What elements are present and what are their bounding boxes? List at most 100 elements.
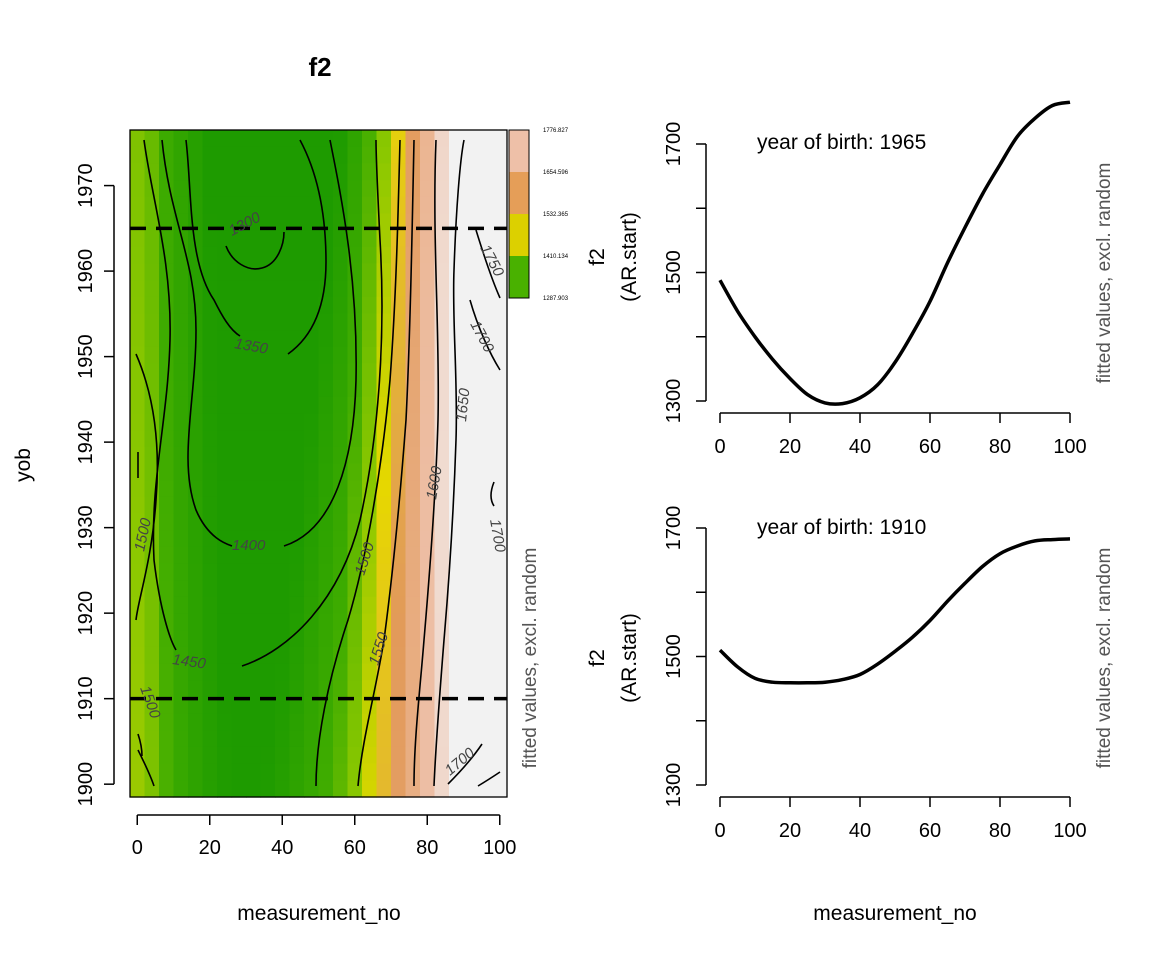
- heatmap-cells: [130, 130, 508, 798]
- heatmap-cell: [463, 280, 479, 298]
- contour-1350-right: [287, 139, 327, 355]
- heatmap-cell: [202, 346, 218, 365]
- heatmap-cell: [492, 630, 508, 648]
- heatmap-cell: [362, 263, 378, 281]
- heatmap-cell: [173, 280, 189, 298]
- heatmap-cell: [202, 680, 218, 698]
- legend-label: 1287.903: [543, 296, 569, 302]
- heatmap-cell: [449, 663, 465, 681]
- x-tick-label: 40: [271, 837, 293, 859]
- heatmap-cell: [420, 346, 436, 365]
- heatmap-cell: [260, 213, 276, 231]
- x-tick-label: 80: [989, 436, 1011, 458]
- heatmap-cell: [405, 780, 421, 798]
- heatmap-cell: [391, 513, 407, 531]
- heatmap-cell: [434, 130, 450, 148]
- heatmap-cell: [188, 146, 204, 164]
- heatmap-cell: [173, 413, 189, 431]
- heatmap-cell: [405, 646, 421, 665]
- heatmap-cell: [130, 296, 146, 315]
- heatmap-cell: [478, 630, 494, 648]
- heatmap-cell: [376, 146, 392, 164]
- heatmap-cell: [202, 696, 218, 715]
- heatmap-cell: [376, 530, 392, 548]
- heatmap-cell: [246, 413, 262, 431]
- heatmap-cell: [246, 180, 262, 198]
- heatmap-cell: [449, 646, 465, 665]
- heatmap-cell: [318, 280, 334, 298]
- heatmap-cell: [188, 180, 204, 198]
- heatmap-cell: [159, 446, 175, 465]
- heatmap-cell: [333, 130, 349, 148]
- heatmap-cell: [362, 446, 378, 465]
- heatmap-cell: [449, 130, 465, 148]
- heatmap-cell: [130, 496, 146, 515]
- heatmap-cell: [318, 513, 334, 531]
- heatmap-cell: [217, 763, 233, 781]
- heatmap-cell: [449, 746, 465, 765]
- heatmap-cell: [449, 230, 465, 248]
- contour-label: 1450: [171, 651, 207, 673]
- heatmap-cell: [347, 463, 363, 481]
- heatmap-cell: [347, 246, 363, 265]
- heatmap-cell: [275, 246, 291, 265]
- heatmap-cell: [304, 480, 320, 498]
- heatmap-cell: [333, 630, 349, 648]
- heatmap-cell: [463, 146, 479, 164]
- heatmap-cell: [130, 630, 146, 648]
- heatmap-cell: [405, 680, 421, 698]
- heatmap-cell: [289, 163, 305, 181]
- heatmap-cell: [420, 513, 436, 531]
- heatmap-cell: [188, 763, 204, 781]
- heatmap-cell: [246, 146, 262, 164]
- heatmap-cell: [275, 546, 291, 565]
- heatmap-cell: [333, 513, 349, 531]
- heatmap-cell: [304, 713, 320, 731]
- heatmap-cell: [188, 496, 204, 515]
- heatmap-cell: [275, 296, 291, 315]
- heatmap-cell: [318, 163, 334, 181]
- heatmap-cell: [405, 296, 421, 315]
- heatmap-cell: [188, 430, 204, 448]
- heatmap-cell: [246, 346, 262, 365]
- heatmap-cell: [188, 630, 204, 648]
- heatmap-cell: [289, 146, 305, 164]
- heatmap-cell: [347, 263, 363, 281]
- heatmap-cell: [260, 163, 276, 181]
- heatmap-cell: [420, 163, 436, 181]
- heatmap-cell: [231, 263, 247, 281]
- heatmap-cell: [333, 546, 349, 565]
- heatmap-cell: [333, 730, 349, 748]
- heatmap-cell: [231, 713, 247, 731]
- heatmap-cell: [202, 430, 218, 448]
- heatmap-cell: [376, 280, 392, 298]
- heatmap-cell: [318, 430, 334, 448]
- heatmap-cell: [202, 530, 218, 548]
- heatmap-cell: [304, 496, 320, 515]
- heatmap-cell: [173, 630, 189, 648]
- contour-label: 1600: [423, 464, 446, 500]
- heatmap-cell: [188, 230, 204, 248]
- heatmap-cell: [391, 580, 407, 598]
- line-axes-1910: 0 20 40 60 80 100 1300 1500 1700: [663, 506, 1087, 842]
- heatmap-cell: [173, 596, 189, 615]
- heatmap-cell: [347, 230, 363, 248]
- heatmap-cell: [478, 396, 494, 415]
- heatmap-cell: [217, 246, 233, 265]
- heatmap-cell: [376, 296, 392, 315]
- heatmap-cell: [304, 780, 320, 798]
- heatmap-cell: [333, 330, 349, 348]
- heatmap-cell: [217, 313, 233, 331]
- side-label: fitted values, excl. random: [1094, 548, 1115, 769]
- heatmap-cell: [202, 230, 218, 248]
- heatmap-cell: [376, 513, 392, 531]
- heatmap-cell: [405, 663, 421, 681]
- heatmap-cell: [202, 746, 218, 765]
- heatmap-cell: [144, 363, 160, 381]
- heatmap-cell: [159, 713, 175, 731]
- heatmap-cell: [478, 446, 494, 465]
- heatmap-cell: [449, 346, 465, 365]
- heatmap-cell: [463, 230, 479, 248]
- heatmap-cell: [246, 496, 262, 515]
- heatmap-cell: [420, 630, 436, 648]
